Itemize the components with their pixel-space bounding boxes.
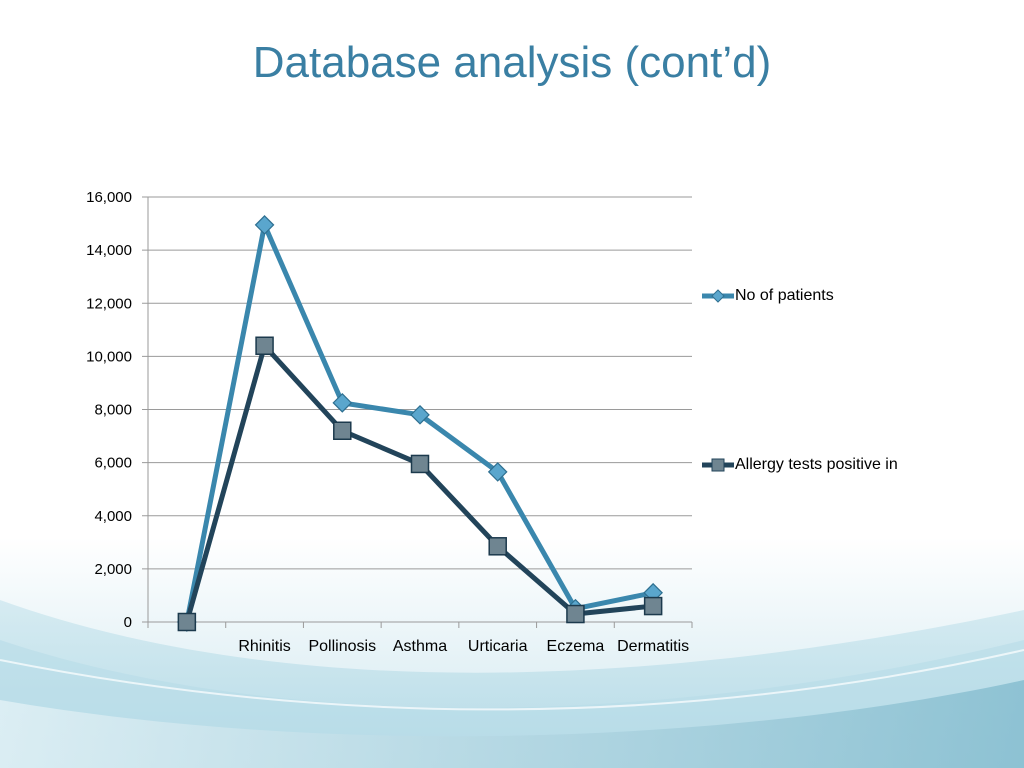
- point-diamond-1: [487, 462, 508, 482]
- wave-highlight: [0, 649, 1024, 711]
- wave-front: [0, 680, 1024, 768]
- legend-item-series-2: Allergy tests positive in: [702, 455, 898, 475]
- y-tick-label: 2,000: [94, 561, 132, 578]
- point-square-2: [643, 596, 663, 616]
- y-tick-label: 0: [124, 614, 132, 631]
- y-tick-labels: 0 2,000 4,000 6,000 8,000 10,000 12,000 14,000 1…: [86, 189, 132, 631]
- y-tick-label: 4,000: [94, 508, 132, 525]
- y-tick-label: 10,000: [86, 348, 132, 365]
- x-tick-label: Eczema: [547, 638, 605, 655]
- y-tick-label: 8,000: [94, 402, 132, 419]
- point-square-2: [488, 537, 507, 556]
- x-tick-label: Dermatitis: [617, 638, 689, 655]
- x-tick-label: Urticaria: [468, 638, 528, 655]
- axes: [142, 196, 693, 628]
- point-square-2: [255, 336, 274, 355]
- x-tick-label: Pollinosis: [308, 638, 376, 655]
- point-diamond-1: [254, 215, 275, 235]
- y-tick-label: 14,000: [86, 242, 132, 259]
- y-tick-label: 16,000: [86, 189, 132, 206]
- y-tick-label: 12,000: [86, 295, 132, 312]
- point-square-2: [333, 421, 352, 440]
- point-square-2: [177, 612, 197, 632]
- slide-title: Database analysis (cont’d): [252, 38, 772, 87]
- point-diamond-1: [332, 393, 353, 413]
- series-markers: [177, 215, 663, 632]
- legend-label-series-1: No of patients: [735, 287, 834, 304]
- grid-lines: [148, 196, 692, 570]
- x-tick-label: Rhinitis: [238, 638, 290, 655]
- x-tick-label: Asthma: [393, 638, 447, 655]
- legend-square-icon: [702, 455, 734, 475]
- legend-item-series-1: No of patients: [702, 286, 834, 306]
- point-square-2: [410, 454, 430, 474]
- legend-diamond-icon: [702, 286, 734, 306]
- x-tick-labels: Rhinitis Pollinosis Asthma Urticaria Eczema D…: [238, 638, 689, 655]
- legend-label-series-2: Allergy tests positive in: [735, 456, 898, 473]
- series-line-2: [184, 343, 656, 625]
- y-tick-label: 6,000: [94, 455, 132, 472]
- point-diamond-1: [410, 404, 430, 425]
- point-square-2: [566, 604, 585, 624]
